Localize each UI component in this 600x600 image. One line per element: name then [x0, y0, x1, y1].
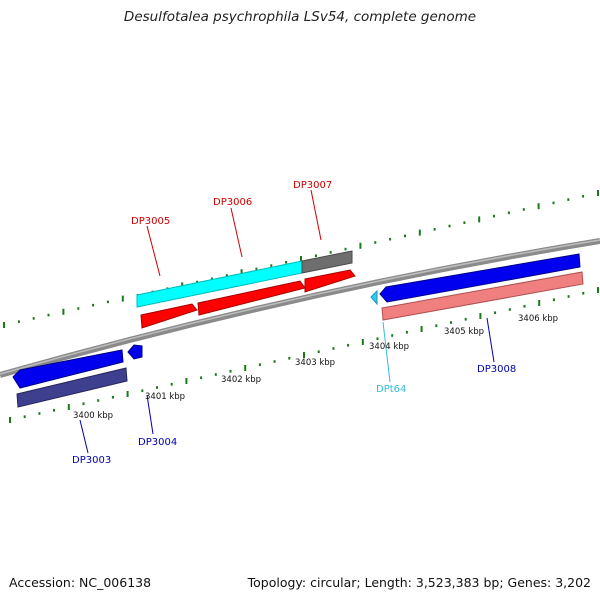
genome-title: Desulfotalea psychrophila LSv54, complet… [123, 9, 477, 25]
gene-label-DP3007[interactable]: DP3007 [293, 180, 332, 191]
leader-DP3005 [146, 225, 161, 277]
scale-label: 3401 kbp [145, 392, 185, 402]
scale-label: 3404 kbp [369, 342, 409, 352]
scale-label: 3406 kbp [518, 314, 558, 324]
leader-DPt64 [382, 321, 391, 383]
leader-DP3008 [486, 317, 495, 363]
forward-cds-DP3005[interactable] [140, 303, 198, 329]
gene-label-DPt64[interactable]: DPt64 [376, 384, 406, 395]
inner-tick-track [9, 287, 599, 423]
accession-label: Accession: NC_006138 [9, 575, 152, 590]
scale-label: 3405 kbp [444, 327, 484, 337]
trna-DPt64[interactable] [370, 289, 378, 306]
forward-other-bar[interactable] [301, 250, 353, 274]
gene-label-DP3005[interactable]: DP3005 [131, 216, 170, 227]
reverse-gene-bar-DP3008[interactable] [381, 271, 584, 321]
genome-backbone-highlight [0, 239, 600, 375]
forward-cds-DP3007[interactable] [304, 269, 356, 293]
reverse-dark-bar[interactable] [16, 367, 128, 408]
genome-backbone [0, 238, 600, 378]
reverse-cds-DP3008[interactable] [379, 253, 581, 303]
gene-label-DP3008[interactable]: DP3008 [477, 364, 516, 375]
scale-label: 3400 kbp [73, 411, 113, 421]
genome-summary: Topology: circular; Length: 3,523,383 bp… [247, 575, 591, 590]
scale-label: 3403 kbp [295, 358, 335, 368]
reverse-cds-DP3003[interactable] [12, 349, 124, 389]
leader-DP3007 [310, 189, 322, 241]
gene-label-DP3003[interactable]: DP3003 [72, 455, 111, 466]
leader-DP3006 [230, 207, 243, 258]
leader-DP3003 [79, 419, 89, 454]
gene-label-DP3006[interactable]: DP3006 [213, 197, 252, 208]
gene-label-DP3004[interactable]: DP3004 [138, 437, 177, 448]
leader-DP3004 [146, 394, 154, 435]
reverse-cds-DP3004[interactable] [127, 344, 143, 360]
scale-label: 3402 kbp [221, 375, 261, 385]
